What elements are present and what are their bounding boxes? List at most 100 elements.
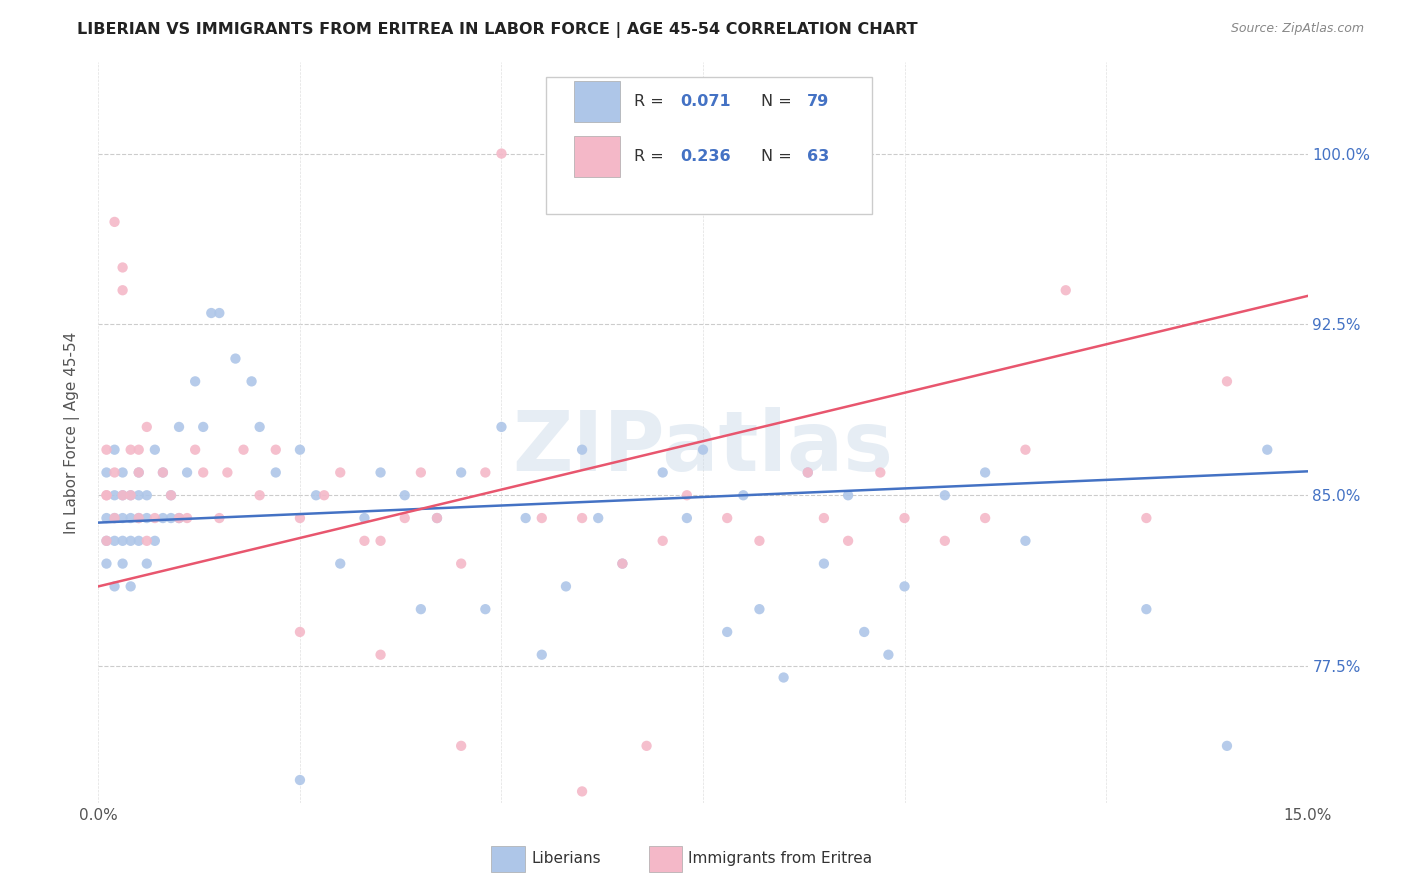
Point (409, 466, 432, 480)
Point (837, 488, 859, 502)
Text: N =: N = (761, 94, 797, 109)
Point (128, 488, 150, 502)
Point (103, 511, 125, 525)
Point (96, 511, 118, 525)
Point (426, 511, 449, 525)
Text: R =: R = (634, 94, 669, 109)
Point (120, 442, 142, 457)
Point (103, 488, 125, 502)
Point (143, 533, 166, 548)
Text: Source: ZipAtlas.com: Source: ZipAtlas.com (1230, 22, 1364, 36)
Point (353, 511, 375, 525)
Point (1135, 602, 1157, 616)
Point (160, 511, 183, 525)
Point (612, 557, 634, 571)
Point (288, 442, 311, 457)
Point (120, 488, 142, 502)
Point (167, 511, 190, 525)
Point (530, 648, 553, 662)
Point (143, 442, 166, 457)
Point (103, 442, 125, 457)
Point (152, 511, 174, 525)
Point (120, 488, 142, 502)
Point (111, 260, 134, 275)
Point (135, 557, 157, 571)
Point (288, 772, 311, 787)
Point (176, 466, 198, 480)
Point (1216, 375, 1239, 389)
Point (394, 488, 416, 502)
Point (96, 466, 118, 480)
Text: Liberians: Liberians (531, 851, 600, 866)
Point (305, 488, 328, 502)
Point (103, 466, 125, 480)
Point (120, 533, 142, 548)
Point (797, 466, 820, 480)
Point (571, 511, 593, 525)
Text: 0.236: 0.236 (681, 149, 731, 164)
Point (249, 420, 271, 434)
Point (450, 739, 472, 753)
Point (217, 466, 239, 480)
Point (676, 511, 699, 525)
Point (877, 648, 900, 662)
Point (208, 306, 231, 320)
Bar (492, 846, 526, 871)
Point (586, 511, 609, 525)
Point (612, 557, 634, 571)
Point (636, 739, 658, 753)
Bar (574, 136, 620, 178)
Text: 79: 79 (807, 94, 830, 109)
Point (152, 466, 174, 480)
Point (160, 488, 183, 502)
Point (240, 375, 263, 389)
Point (167, 420, 190, 434)
Point (676, 488, 699, 502)
Point (1014, 533, 1036, 548)
Point (934, 488, 956, 502)
Point (474, 602, 496, 616)
Point (200, 306, 222, 320)
Point (974, 511, 997, 525)
Point (111, 488, 134, 502)
Point (974, 466, 997, 480)
Point (224, 351, 246, 366)
Point (264, 466, 287, 480)
Point (555, 579, 578, 593)
Point (96, 442, 118, 457)
Point (184, 442, 207, 457)
Point (128, 511, 150, 525)
Point (1256, 442, 1278, 457)
Point (264, 442, 287, 457)
Point (184, 375, 207, 389)
Point (314, 488, 336, 502)
Point (474, 466, 496, 480)
Point (716, 624, 738, 639)
Point (571, 442, 593, 457)
Point (96, 533, 118, 548)
Point (748, 602, 770, 616)
Point (103, 579, 125, 593)
Point (128, 533, 150, 548)
Point (111, 511, 134, 525)
Point (893, 579, 915, 593)
FancyBboxPatch shape (546, 78, 872, 214)
Point (103, 215, 125, 229)
Point (120, 579, 142, 593)
Point (111, 557, 134, 571)
Point (651, 533, 673, 548)
Point (651, 466, 673, 480)
Bar (574, 81, 620, 121)
Point (176, 511, 198, 525)
Point (394, 511, 416, 525)
Point (409, 602, 432, 616)
Point (160, 488, 183, 502)
Bar (648, 846, 682, 871)
Point (772, 671, 794, 685)
Point (103, 533, 125, 548)
Point (111, 488, 134, 502)
Point (96, 533, 118, 548)
Point (135, 511, 157, 525)
Point (813, 511, 835, 525)
Point (370, 466, 392, 480)
